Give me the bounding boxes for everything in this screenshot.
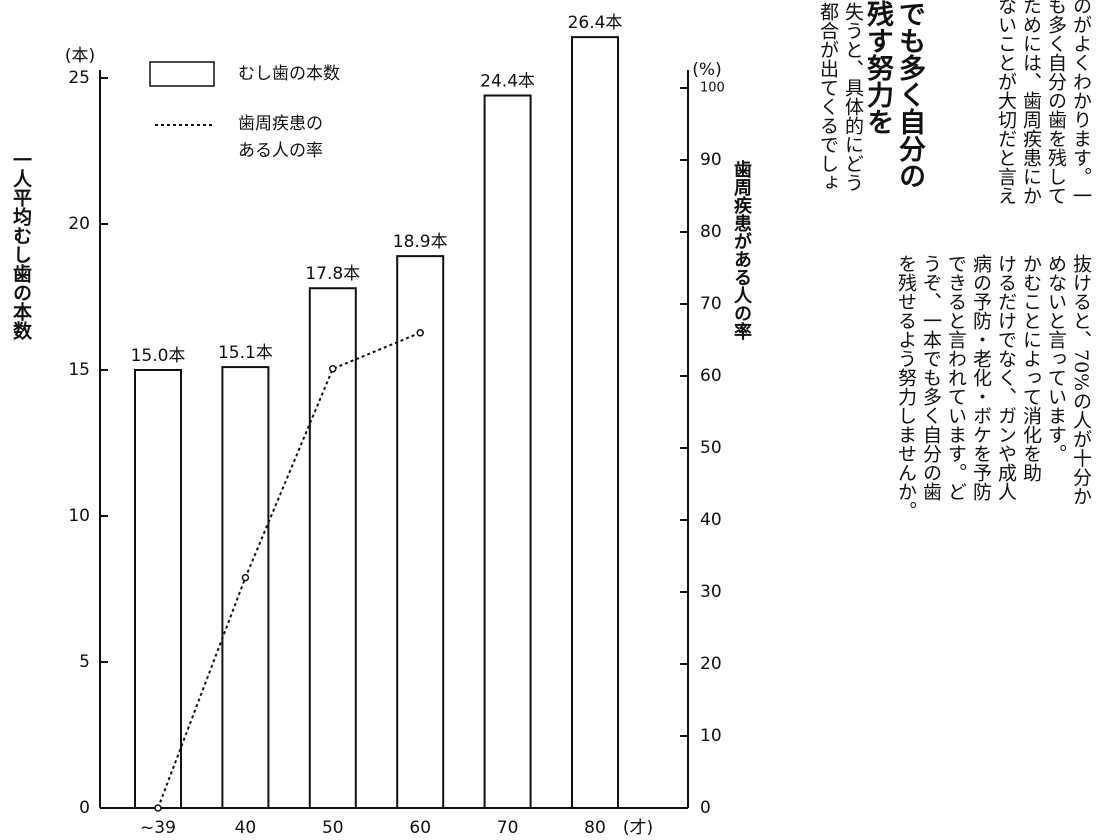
line xyxy=(157,331,421,809)
legend-label: むし歯の本数 xyxy=(238,64,340,84)
y2-tick-label: 60 xyxy=(700,366,722,386)
x-tick-label: ~39 xyxy=(140,818,176,838)
y2-tick-label: 100 xyxy=(700,81,725,96)
bar xyxy=(134,369,182,809)
y-axis-label: 一人平均むし歯の本数 xyxy=(10,150,32,340)
y-tick-label: 15 xyxy=(68,360,90,380)
legend-bar-swatch xyxy=(149,61,215,87)
y2-tick-label: 0 xyxy=(700,798,711,818)
y2-tick-label: 40 xyxy=(700,510,722,530)
chart: (本) (%) (才) 0 5 10 15 20 25 0 10 20 30 40 50 60 70 80 9… xyxy=(65,13,725,838)
text-column: ないことが大切だと言え xyxy=(995,0,1017,205)
text-column: 失うと、具体的にどう xyxy=(842,2,864,192)
y2-tick-label: 10 xyxy=(700,726,722,746)
text-column: 抜けると、70%の人が十分か xyxy=(1070,254,1092,506)
bar xyxy=(396,255,445,809)
y2-tick-label: 30 xyxy=(700,582,722,602)
text-block: 抜けると、70%の人が十分か めないと言っています。 かむことによって消化を助 けるだ… xyxy=(893,254,1093,520)
text-column: のがよくわかります。一 xyxy=(1070,0,1092,205)
text-column: でも多く自分の xyxy=(894,0,925,189)
text-column: うぞ、一本でも多く自分の歯 xyxy=(920,254,942,501)
value-label: 15.0本 xyxy=(131,346,186,366)
y2-tick-label: 70 xyxy=(700,294,722,314)
text-column: 病の予防・老化・ボケを予防 xyxy=(970,254,992,501)
x-tick-label: 60 xyxy=(409,818,431,838)
line-point xyxy=(329,365,337,373)
text-column: ためには、歯周疾患にか xyxy=(1020,0,1042,205)
value-label: 17.8本 xyxy=(305,264,360,284)
y2-tick-label: 80 xyxy=(700,222,722,242)
x-tick-label: 80 xyxy=(584,818,606,838)
text-column: めないと言っています。 xyxy=(1045,254,1067,463)
y-tick-label: 20 xyxy=(68,214,90,234)
y-tick-label: 5 xyxy=(79,652,90,672)
y2-unit: (%) xyxy=(692,60,721,80)
line-point xyxy=(241,573,250,582)
line-point xyxy=(416,329,424,337)
bar xyxy=(571,36,619,810)
text-column: けるだけでなく、ガンや成人 xyxy=(995,254,1017,501)
text-column: 都合が出てくるでしょ xyxy=(817,2,839,192)
text-column: かむことによって消化を助 xyxy=(1020,254,1042,482)
x-tick-label: 40 xyxy=(235,818,257,838)
value-label: 24.4本 xyxy=(480,72,535,92)
text-block: のがよくわかります。一 も多く自分の歯を残して ためには、歯周疾患にか ないことが大切… xyxy=(993,0,1093,205)
text-column: 残す努力を xyxy=(862,0,893,135)
y-tick-label: 25 xyxy=(68,68,90,88)
value-label: 26.4本 xyxy=(568,13,623,33)
x-tick-label: 50 xyxy=(322,818,344,838)
legend-label: 歯周疾患のある人の率 xyxy=(238,114,323,161)
y2-tick-label: 20 xyxy=(700,654,722,674)
y-unit: (本) xyxy=(65,46,95,66)
bar xyxy=(483,94,532,809)
value-label: 18.9本 xyxy=(393,232,448,252)
y-tick-label: 0 xyxy=(79,798,90,818)
text-column: を残せるよう努力しませんか。 xyxy=(895,254,917,520)
y2-tick-label: 90 xyxy=(700,150,722,170)
text-block: 失うと、具体的にどう 都合が出てくるでしょ xyxy=(815,2,865,192)
y2-axis-label: 歯周疾患がある人の率 xyxy=(731,160,752,340)
text-column: も多く自分の歯を残して xyxy=(1045,0,1067,205)
text-column: できると言われています。ど xyxy=(945,254,967,501)
y-tick-label: 10 xyxy=(68,506,90,526)
value-label: 15.1本 xyxy=(218,343,273,363)
y2-tick-label: 50 xyxy=(700,438,722,458)
heading: でも多く自分の 残す努力を xyxy=(861,0,925,189)
x-unit: (才) xyxy=(623,818,653,838)
bar xyxy=(221,366,270,809)
line-point xyxy=(154,804,162,812)
x-tick-label: 70 xyxy=(497,818,519,838)
bar xyxy=(308,287,357,809)
